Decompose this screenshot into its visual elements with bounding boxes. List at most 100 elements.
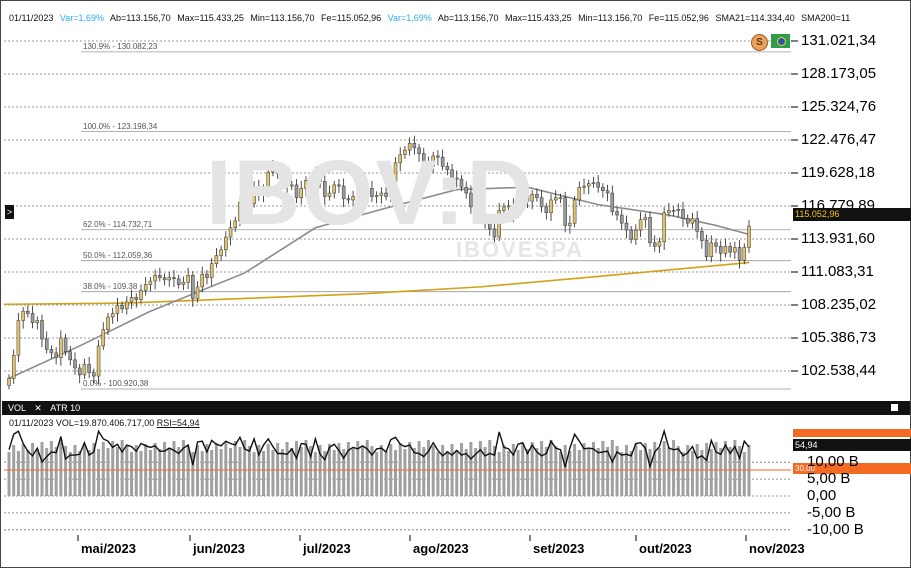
fibonacci-label: 50.0% - 112.059,36 — [83, 250, 153, 260]
volume-bar — [167, 448, 171, 496]
candle-body — [497, 210, 501, 238]
volume-bar — [426, 440, 430, 496]
volume-bar — [40, 442, 44, 496]
candle-body — [695, 218, 699, 232]
price-tick-label: 128.173,05 — [801, 65, 877, 82]
candle-body — [652, 242, 657, 247]
volume-bar — [97, 449, 101, 496]
month-label: ago/2023 — [413, 541, 469, 556]
maximize-icon[interactable] — [891, 404, 898, 411]
candle-body — [68, 351, 73, 361]
volume-bar — [488, 440, 492, 496]
candle-body — [275, 167, 280, 174]
tab-vol[interactable]: VOL — [8, 403, 26, 413]
candle-body — [186, 275, 190, 283]
volume-bar — [700, 450, 704, 496]
candle-body — [624, 222, 629, 231]
volume-bar — [87, 450, 91, 496]
volume-bar — [629, 451, 633, 496]
volume-bar — [412, 448, 416, 496]
candle-body — [379, 192, 384, 196]
currency-coin-icon[interactable]: S — [751, 34, 768, 51]
volume-bar — [662, 441, 666, 496]
candle-body — [431, 155, 435, 167]
sma200-line — [4, 261, 750, 306]
volume-bar — [620, 452, 624, 496]
candle-body — [308, 180, 313, 191]
candle-body — [525, 195, 530, 202]
tab-atr[interactable]: ATR 10 — [50, 403, 81, 413]
volume-bar — [26, 450, 30, 496]
candle-body — [591, 182, 596, 185]
candle-body — [629, 229, 633, 240]
volume-bar — [295, 441, 299, 496]
candle-body — [139, 290, 143, 300]
volume-bar — [577, 450, 581, 496]
volume-bar — [351, 448, 355, 496]
candle-body — [459, 178, 464, 188]
candle-body — [323, 181, 327, 197]
candle-body — [341, 185, 346, 200]
volume-bar — [615, 446, 619, 496]
candle-body — [290, 184, 294, 187]
volume-bar — [323, 451, 327, 496]
candle-body — [539, 197, 544, 208]
candle-body — [7, 378, 11, 386]
volume-bar — [742, 452, 746, 496]
volume-bar — [540, 441, 544, 496]
price-tick-label: 108.235,02 — [801, 296, 877, 313]
volume-bar — [64, 446, 68, 496]
candle-body — [16, 320, 21, 356]
candle-body — [73, 359, 77, 369]
candle-body — [634, 229, 638, 240]
volume-bar — [709, 449, 713, 496]
candle-body — [558, 197, 563, 199]
volume-bar — [243, 440, 247, 496]
candle-body — [662, 212, 666, 242]
candle-body — [172, 277, 176, 280]
candle-body — [700, 231, 704, 241]
candle-body — [511, 205, 516, 215]
candle-body — [436, 155, 440, 158]
candle-body — [488, 222, 492, 230]
header-var-2: Var=1,69% — [387, 13, 432, 23]
candle-body — [393, 162, 398, 182]
candle-body — [214, 255, 219, 264]
fibonacci-label: 38.0% - 109.38 — [83, 281, 138, 291]
candle-body — [351, 196, 355, 201]
close-icon[interactable]: ✕ — [34, 403, 42, 413]
candle-body — [586, 183, 591, 187]
candle-body — [648, 217, 652, 244]
ind-vol: VOL=19.870.406.717,00 — [55, 418, 155, 428]
expand-panel-button[interactable]: > — [5, 205, 14, 219]
candle-body — [224, 236, 228, 251]
candle-body — [106, 316, 110, 330]
candle-body — [733, 247, 737, 253]
candle-body — [21, 310, 25, 321]
volume-bar — [120, 440, 124, 496]
volume-bar — [610, 440, 614, 496]
volume-bar — [224, 442, 228, 496]
candle-body — [742, 247, 747, 261]
candle-body — [667, 210, 671, 213]
candle-body — [709, 242, 714, 257]
header-open-2: Ab=113.156,70 — [437, 13, 499, 23]
candle-body — [205, 273, 209, 278]
volume-bar — [554, 446, 558, 496]
grid-lines — [4, 40, 798, 541]
volume-bar — [200, 451, 204, 496]
fibonacci-label: 130.9% - 130.082,23 — [83, 41, 158, 51]
header-max: Max=115.433,25 — [177, 13, 244, 23]
candle-body — [332, 184, 336, 194]
volume-bar — [516, 450, 520, 496]
candle-body — [261, 188, 266, 196]
candle-body — [728, 246, 732, 253]
volume-bar — [332, 450, 336, 496]
candle-body — [49, 349, 54, 354]
candle-body — [521, 195, 525, 207]
volume-bar — [648, 449, 652, 496]
candle-body — [200, 273, 204, 288]
candle-body — [195, 286, 200, 299]
name-watermark: IBOVESPA — [456, 237, 585, 262]
